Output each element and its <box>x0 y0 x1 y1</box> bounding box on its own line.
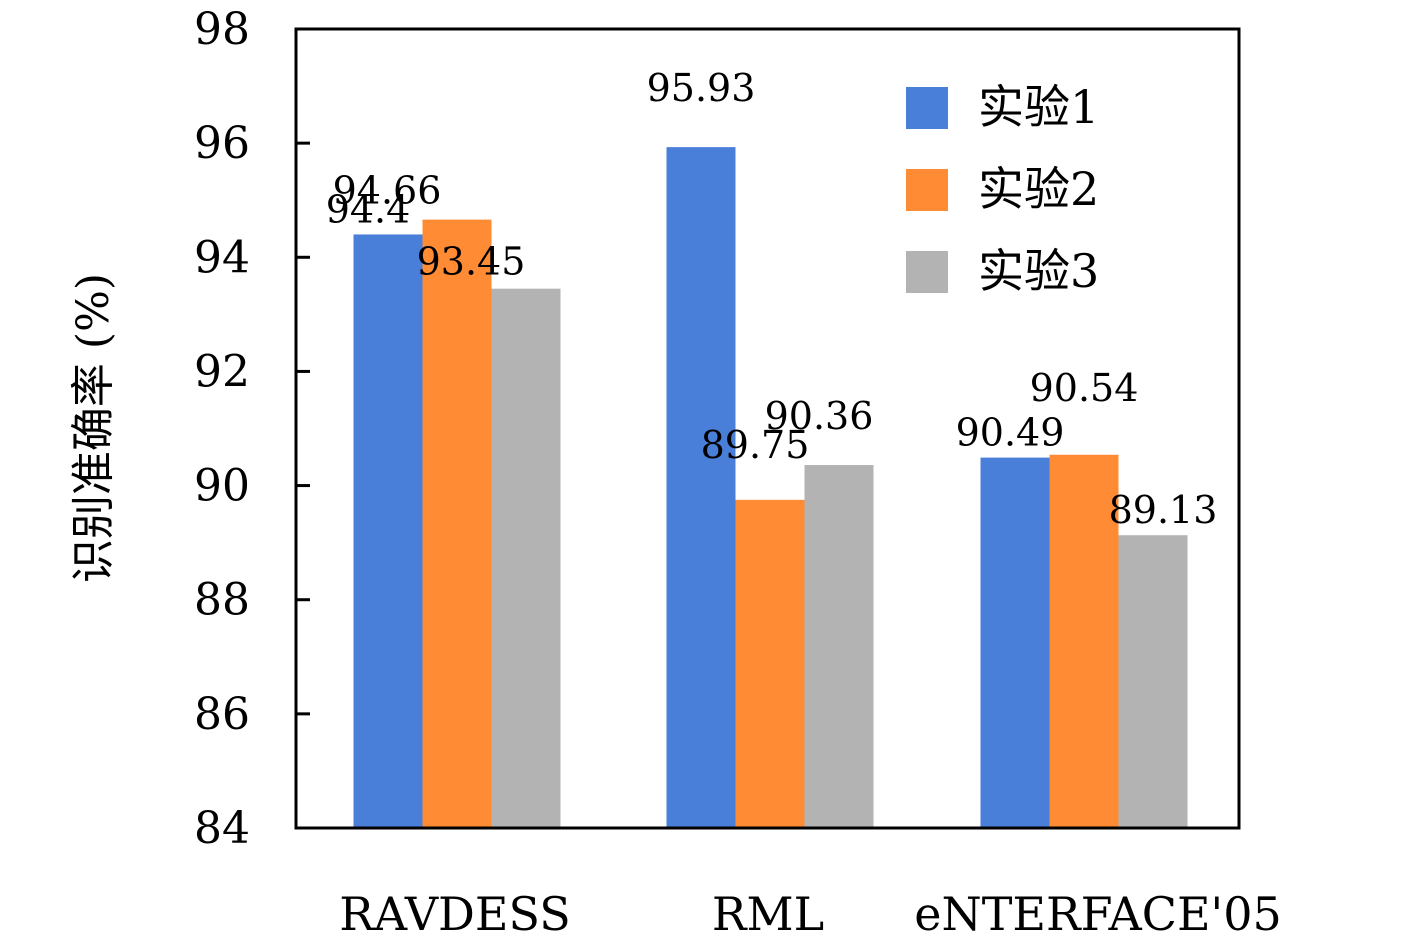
x-category-label: eNTERFACE'05 <box>914 887 1281 941</box>
y-tick-label: 98 <box>194 4 250 55</box>
x-category-label: RAVDESS <box>339 887 570 941</box>
x-category-label: RML <box>712 887 824 941</box>
bar-2-1 <box>422 219 492 828</box>
y-tick-label: 88 <box>194 575 250 626</box>
bar-2-3 <box>1049 454 1119 828</box>
y-tick-label: 94 <box>194 232 250 283</box>
data-label: 93.45 <box>417 240 526 284</box>
bars-group <box>353 147 1188 828</box>
bar-3-1 <box>491 288 561 828</box>
data-label: 89.75 <box>701 423 810 467</box>
legend-swatch-1 <box>906 87 948 129</box>
bar-1-2 <box>666 147 736 828</box>
data-label: 94.66 <box>333 169 442 213</box>
data-label: 94.4 <box>326 187 411 231</box>
y-axis: 84 86 88 90 92 94 96 98 <box>194 4 310 854</box>
y-tick-label: 92 <box>194 346 250 397</box>
y-axis-label: 识别准确率 (%) <box>68 273 119 583</box>
legend-swatch-2 <box>906 169 948 211</box>
data-labels-group: 94.4 95.93 90.49 94.66 89.75 90.54 93.45 90.36 8… <box>326 66 1218 532</box>
bar-1-3 <box>980 457 1050 828</box>
x-axis: RAVDESS RML eNTERFACE'05 <box>339 887 1281 941</box>
y-tick-label: 84 <box>194 803 250 854</box>
legend: 实验1 实验2 实验3 <box>906 80 1099 298</box>
legend-label-2: 实验2 <box>978 162 1099 216</box>
bar-2-2 <box>735 499 805 828</box>
data-label: 89.13 <box>1109 488 1218 532</box>
legend-label-1: 实验1 <box>978 80 1099 134</box>
y-tick-label: 86 <box>194 689 250 740</box>
data-label: 90.36 <box>765 394 874 438</box>
y-tick-label: 90 <box>194 461 250 512</box>
y-tick-label: 96 <box>194 118 250 169</box>
data-label: 90.54 <box>1030 366 1139 410</box>
data-label: 90.49 <box>956 411 1065 455</box>
bar-3-2 <box>804 465 874 828</box>
data-label: 95.93 <box>647 66 756 110</box>
legend-swatch-3 <box>906 251 948 293</box>
bar-1-1 <box>353 234 423 828</box>
bar-3-3 <box>1118 535 1188 828</box>
legend-label-3: 实验3 <box>978 244 1099 298</box>
plot-frame <box>294 27 1241 830</box>
